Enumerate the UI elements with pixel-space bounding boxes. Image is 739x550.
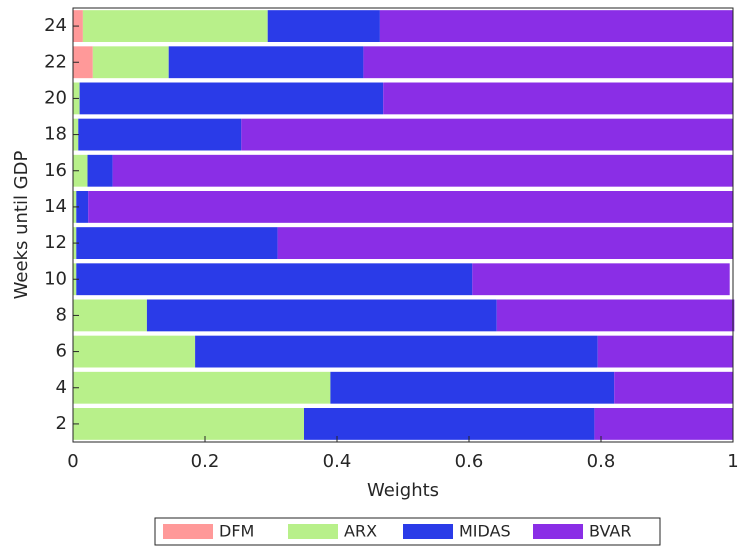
x-axis-label: Weights	[367, 480, 439, 501]
bar-segment	[73, 335, 196, 368]
y-tick-label: 10	[44, 268, 67, 289]
bar-segment	[304, 408, 595, 440]
x-tick-label: 0.2	[191, 451, 220, 472]
bar-segment	[379, 10, 733, 42]
bar-segment	[363, 46, 733, 79]
y-tick-label: 8	[56, 304, 67, 325]
y-tick-label: 20	[44, 87, 67, 108]
bar-segment	[277, 227, 733, 259]
legend-label: MIDAS	[459, 522, 511, 541]
bar-segment	[330, 371, 615, 404]
x-tick-label: 0	[67, 451, 78, 472]
legend-swatch	[403, 524, 453, 539]
y-tick-label: 2	[56, 413, 67, 434]
x-tick-label: 0.6	[455, 451, 484, 472]
bar-segment	[267, 10, 380, 42]
bar-segment	[73, 408, 304, 440]
bar-segment	[76, 227, 278, 259]
bar-segment	[76, 191, 89, 223]
legend-swatch	[288, 524, 338, 539]
bar-segment	[82, 10, 268, 42]
y-tick-label: 4	[56, 377, 67, 398]
bar-segment	[112, 154, 734, 187]
bar-segment	[73, 371, 331, 404]
bar-segment	[88, 191, 734, 223]
bar-segment	[195, 335, 598, 368]
y-tick-label: 16	[44, 160, 67, 181]
bar-segment	[73, 154, 88, 187]
bar-segment	[78, 118, 242, 151]
bar-segment	[614, 371, 733, 404]
legend-label: ARX	[344, 522, 377, 541]
y-axis-label: Weeks until GDP	[11, 151, 32, 300]
bar-segment	[594, 408, 733, 440]
bar-segment	[146, 299, 497, 332]
bar-segment	[73, 46, 93, 79]
y-tick-label: 6	[56, 341, 67, 362]
bar-segment	[92, 46, 169, 79]
bar-segment	[597, 335, 733, 368]
bar-segment	[241, 118, 734, 151]
x-tick-label: 1	[727, 451, 738, 472]
y-tick-label: 18	[44, 124, 67, 145]
bar-segment	[79, 82, 384, 115]
legend: DFM ARX MIDAS BVAR	[154, 517, 661, 546]
bar-segment	[383, 82, 733, 115]
plot-frame	[72, 7, 734, 443]
legend-label: BVAR	[589, 522, 631, 541]
y-tick-label: 12	[44, 232, 67, 253]
bar-segment	[168, 46, 364, 79]
bar-segment	[87, 154, 113, 187]
y-tick-label: 22	[44, 51, 67, 72]
bar-segment	[73, 299, 147, 332]
y-tick-label: 24	[44, 15, 67, 36]
bar-segment	[496, 299, 735, 332]
legend-swatch	[533, 524, 583, 539]
x-tick-label: 0.8	[587, 451, 616, 472]
bar-segment	[76, 263, 473, 296]
bar-segment	[472, 263, 730, 296]
legend-swatch	[163, 524, 213, 539]
x-tick-label: 0.4	[323, 451, 352, 472]
legend-label: DFM	[219, 522, 254, 541]
y-tick-label: 14	[44, 196, 67, 217]
